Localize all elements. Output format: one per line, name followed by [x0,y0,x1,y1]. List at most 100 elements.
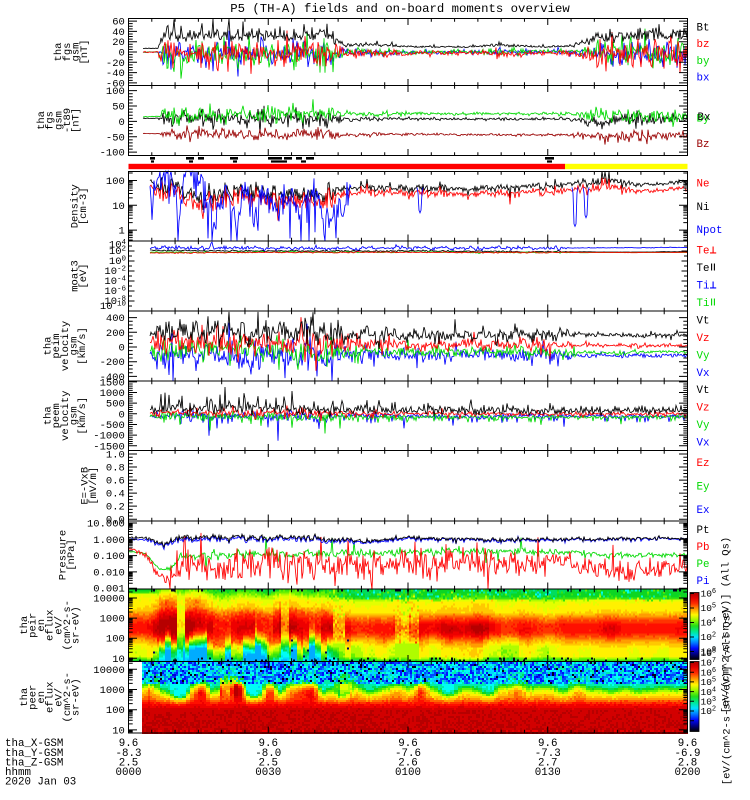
svg-text:9.6: 9.6 [538,738,557,750]
svg-text:sr-eV): sr-eV) [71,606,83,644]
svg-text:[eV]: [eV] [78,263,90,288]
svg-text:106: 106 [701,667,717,679]
svg-text:0.001: 0.001 [93,584,125,596]
svg-text:Ex: Ex [697,505,710,517]
svg-text:0.0: 0.0 [106,515,125,527]
svg-text:Vt: Vt [697,315,710,327]
svg-text:Pressure: Pressure [57,530,69,580]
svg-text:10.000: 10.000 [87,519,125,531]
svg-text:100: 100 [106,705,125,717]
svg-text:gsm: gsm [53,111,65,130]
svg-text:-t89: -t89 [62,108,74,133]
svg-text:Pe: Pe [697,559,710,571]
svg-text:sr-eV): sr-eV) [71,678,83,716]
svg-text:[nT]: [nT] [71,108,83,133]
svg-text:gsm: gsm [70,43,82,62]
svg-text:eflux: eflux [45,609,57,641]
svg-text:100: 100 [106,86,125,98]
svg-text:200: 200 [106,328,125,340]
svg-text:tha: tha [43,337,55,356]
svg-text:peir: peir [28,613,40,638]
svg-text:Ni: Ni [697,202,710,214]
svg-text:107: 107 [701,657,717,669]
svg-text:100: 100 [701,646,717,658]
svg-text:Ez: Ez [697,458,710,470]
svg-text:2.8: 2.8 [678,758,697,770]
svg-text:103: 103 [701,696,717,708]
svg-text:-60: -60 [106,78,125,90]
svg-text:tha_Z-GSM: tha_Z-GSM [5,758,63,770]
svg-text:0000: 0000 [116,767,142,779]
svg-text:9.6: 9.6 [259,738,278,750]
svg-text:Vx: Vx [697,368,710,380]
svg-text:Vy: Vy [697,350,710,362]
svg-text:tha: tha [36,111,48,130]
svg-text:-500: -500 [100,420,125,432]
svg-text:[cm-3]: [cm-3] [78,187,90,225]
svg-text:Density: Density [69,184,81,228]
svg-text:Ne: Ne [697,179,710,191]
svg-text:eV/: eV/ [53,688,65,707]
svg-text:1000: 1000 [100,685,125,697]
svg-text:105: 105 [701,603,717,615]
svg-text:Ey: Ey [697,481,710,493]
svg-text:1500: 1500 [100,377,125,389]
svg-text:-6.9: -6.9 [675,748,701,760]
svg-text:tha: tha [53,43,65,62]
svg-text:Vz: Vz [697,333,710,345]
svg-text:-20: -20 [106,58,125,70]
svg-text:[km/s]: [km/s] [77,397,89,435]
svg-text:100: 100 [106,176,125,188]
svg-text:(cm^2-s-: (cm^2-s- [62,600,74,650]
svg-text:velocity: velocity [60,391,72,441]
svg-text:0.8: 0.8 [106,463,125,475]
svg-text:-200: -200 [100,357,125,369]
svg-text:0.4: 0.4 [106,489,125,501]
svg-text:0: 0 [118,48,124,60]
svg-text:Bt: Bt [697,22,710,34]
svg-text:500: 500 [106,399,125,411]
svg-text:P5 (TH-A) fields and on-board: P5 (TH-A) fields and on-board moments ov… [230,2,570,16]
svg-text:fgs: fgs [45,111,57,130]
svg-text:2.6: 2.6 [398,758,417,770]
svg-text:Vz: Vz [697,403,710,415]
svg-text:[eV/(cm^2-s-sr-eV)] (All Qs): [eV/(cm^2-s-sr-eV)] (All Qs) [722,609,734,785]
svg-text:0200: 0200 [675,767,701,779]
svg-text:tha: tha [43,406,55,425]
svg-text:(cm^2-s-: (cm^2-s- [62,672,74,722]
svg-text:Te: Te [697,245,710,257]
svg-text:10000: 10000 [93,594,125,606]
svg-text:400: 400 [106,313,125,325]
svg-text:Pt: Pt [697,525,710,537]
svg-text:[km/s]: [km/s] [77,327,89,365]
svg-text:104: 104 [701,617,717,629]
svg-text:104: 104 [701,686,717,698]
svg-text:moat3: moat3 [69,260,81,292]
svg-text:1.000: 1.000 [93,535,125,547]
svg-text:gsm: gsm [68,406,80,425]
svg-text:tha: tha [19,688,31,707]
svg-text:hhmm: hhmm [5,767,31,779]
svg-text:Ti: Ti [697,280,710,292]
svg-text:tha_X-GSM: tha_X-GSM [5,738,63,750]
svg-text:2.5: 2.5 [119,758,138,770]
svg-text:-8.3: -8.3 [116,748,142,760]
svg-text:105: 105 [701,677,717,689]
svg-text:-1500: -1500 [93,441,125,453]
svg-text:1000: 1000 [100,614,125,626]
svg-text:Vx: Vx [697,437,710,449]
svg-text:1.0: 1.0 [106,450,125,462]
svg-text:-7.6: -7.6 [395,748,421,760]
svg-text:60: 60 [112,17,125,29]
svg-text:10: 10 [112,654,125,666]
svg-text:Pb: Pb [697,542,710,554]
svg-text:2.5: 2.5 [259,758,278,770]
svg-text:[nPa]: [nPa] [66,539,78,571]
svg-text:10: 10 [112,725,125,737]
svg-text:en: en [36,619,48,632]
svg-text:eflux: eflux [45,681,57,713]
svg-text:0.6: 0.6 [106,476,125,488]
svg-text:106: 106 [701,588,717,600]
svg-text:eV/: eV/ [53,616,65,635]
svg-text:0130: 0130 [535,767,561,779]
